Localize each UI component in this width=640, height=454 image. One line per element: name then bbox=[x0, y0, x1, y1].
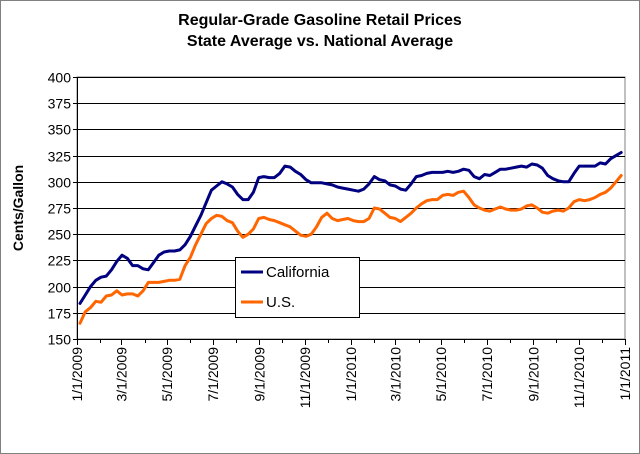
x-tick-label: 1/1/2010 bbox=[343, 347, 359, 402]
x-tick-label: 3/1/2009 bbox=[113, 347, 129, 402]
y-tick-label: 225 bbox=[48, 253, 72, 269]
chart-title: Regular-Grade Gasoline Retail Prices bbox=[178, 12, 462, 29]
x-tick-label: 1/1/2011 bbox=[617, 347, 633, 401]
y-axis-label: Cents/Gallon bbox=[10, 165, 26, 251]
x-tick-label: 1/1/2009 bbox=[69, 347, 85, 402]
x-tick-label: 3/1/2010 bbox=[387, 347, 403, 402]
x-tick-label: 5/1/2009 bbox=[159, 347, 175, 402]
chart-subtitle: State Average vs. National Average bbox=[187, 33, 453, 50]
x-tick-label: 11/1/2009 bbox=[297, 347, 313, 408]
y-tick-label: 200 bbox=[48, 280, 72, 296]
x-tick-label: 9/1/2009 bbox=[251, 347, 267, 402]
legend-box bbox=[235, 257, 360, 318]
y-tick-label: 250 bbox=[48, 227, 72, 243]
y-tick-label: 150 bbox=[48, 332, 72, 348]
x-tick-label: 7/1/2009 bbox=[205, 347, 221, 402]
x-tick-label: 11/1/2010 bbox=[571, 347, 587, 408]
y-tick-label: 400 bbox=[48, 70, 72, 86]
y-tick-label: 375 bbox=[48, 96, 72, 112]
y-tick-label: 300 bbox=[48, 175, 72, 191]
axes: 150 175 200 225 250 275 300 325 350 375 400 1/1/200… bbox=[48, 70, 633, 409]
x-tick-label: 5/1/2010 bbox=[433, 347, 449, 402]
series-line-california bbox=[78, 151, 623, 305]
x-tick-label: 9/1/2010 bbox=[525, 347, 541, 402]
legend-label-california: California bbox=[266, 264, 330, 281]
y-tick-label: 325 bbox=[48, 149, 72, 165]
x-tick-label: 7/1/2010 bbox=[479, 347, 495, 402]
y-tick-label: 350 bbox=[48, 122, 72, 138]
legend: California U.S. bbox=[235, 257, 360, 318]
series-line-u-s bbox=[78, 174, 623, 325]
series-lines bbox=[78, 151, 623, 325]
legend-label-u-s: U.S. bbox=[266, 294, 295, 311]
y-tick-label: 275 bbox=[48, 201, 72, 217]
y-tick-label: 175 bbox=[48, 306, 72, 322]
